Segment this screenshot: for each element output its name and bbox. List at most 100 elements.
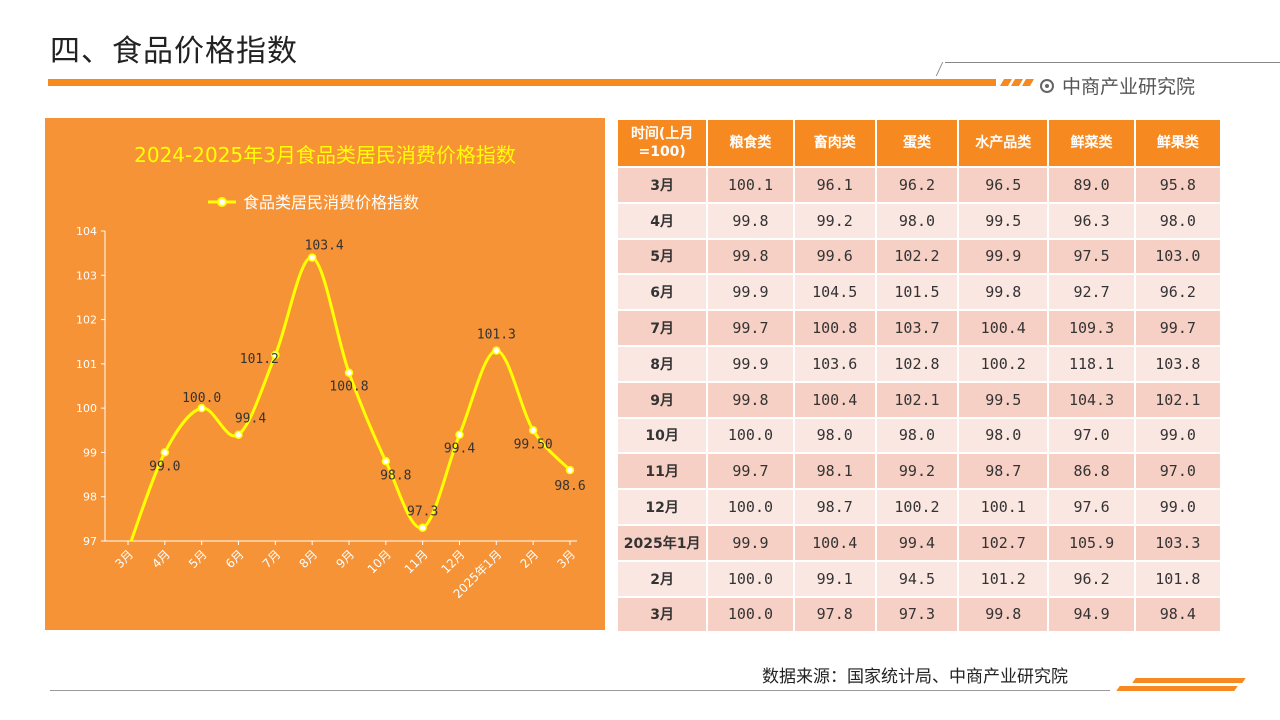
table-cell: 100.0	[708, 561, 793, 596]
series-point	[160, 448, 170, 457]
x-tick-label: 8月	[297, 547, 321, 571]
table-row-label: 10月	[618, 418, 707, 453]
table-cell: 96.3	[1049, 203, 1134, 238]
table-cell: 99.0	[1135, 418, 1220, 453]
x-tick-label: 11月	[402, 547, 431, 576]
series-point	[565, 465, 575, 475]
x-tick-label: 10月	[365, 547, 394, 576]
table-cell: 101.5	[876, 275, 958, 310]
table-cell: 99.7	[708, 454, 793, 489]
x-tick-label: 4月	[149, 547, 173, 571]
table-row-label: 8月	[618, 346, 707, 381]
table-header-0: 时间(上月=100)	[618, 120, 707, 166]
table-cell: 99.6	[794, 239, 875, 274]
series-point	[528, 426, 538, 435]
series-point	[234, 430, 243, 439]
table-cell: 118.1	[1049, 346, 1134, 381]
table-cell: 100.4	[794, 382, 875, 417]
table-row-label: 7月	[618, 311, 707, 345]
data-label: 103.4	[305, 239, 344, 254]
data-label: 99.4	[444, 442, 475, 457]
table-cell: 100.0	[708, 597, 793, 632]
table-cell: 99.7	[1135, 311, 1220, 345]
table-cell: 99.8	[708, 203, 793, 238]
legend-marker	[217, 197, 227, 207]
table-row: 3月 100.0 97.8 97.3 99.8 94.9 98.4	[618, 597, 1220, 632]
table-cell: 98.0	[794, 418, 875, 453]
table-cell: 98.1	[794, 454, 875, 489]
series-point	[455, 430, 464, 439]
table-cell: 98.0	[1135, 203, 1220, 238]
series-point	[307, 253, 317, 262]
table-row-label: 2025年1月	[618, 525, 707, 560]
table-cell: 86.8	[1049, 454, 1134, 489]
table-cell: 102.7	[959, 525, 1048, 560]
table-row: 2025年1月 99.9 100.4 99.4 102.7 105.9 103.3	[618, 525, 1220, 560]
table-row: 6月 99.9 104.5 101.5 99.8 92.7 96.2	[618, 275, 1220, 310]
table-row: 8月 99.9 103.6 102.8 100.2 118.1 103.8	[618, 346, 1220, 381]
data-label: 101.3	[477, 328, 516, 343]
series-point	[418, 523, 427, 532]
table-cell: 99.8	[708, 382, 793, 417]
table-cell: 96.1	[794, 168, 875, 202]
y-tick-label: 103	[76, 269, 97, 282]
table-cell: 99.2	[794, 203, 875, 238]
table-cell: 98.0	[876, 418, 958, 453]
table-cell: 104.5	[794, 275, 875, 310]
table-row: 2月 100.0 99.1 94.5 101.2 96.2 101.8	[618, 561, 1220, 596]
table-cell: 100.2	[959, 346, 1048, 381]
y-tick-label: 104	[76, 225, 97, 238]
table-cell: 92.7	[1049, 275, 1134, 310]
title-underline	[48, 79, 996, 86]
header-divider-line	[945, 62, 1280, 63]
table-cell: 99.9	[708, 525, 793, 560]
table-row: 3月 100.1 96.1 96.2 96.5 89.0 95.8	[618, 168, 1220, 202]
table-cell: 103.7	[876, 311, 958, 345]
header-divider-slant	[935, 62, 944, 76]
table-cell: 98.0	[959, 418, 1048, 453]
table-cell: 100.4	[959, 311, 1048, 345]
series-point	[271, 350, 280, 360]
data-label: 98.8	[380, 468, 411, 483]
chart-title: 2024-2025年3月食品类居民消费价格指数	[134, 143, 516, 167]
series-point	[344, 368, 354, 377]
data-label: 98.6	[554, 479, 585, 494]
price-index-table: 时间(上月=100) 粮食类 畜肉类 蛋类 水产品类 鲜菜类 鲜果类 3月 100.1 96.1…	[616, 118, 1222, 633]
table-cell: 109.3	[1049, 311, 1134, 345]
y-tick-label: 100	[76, 402, 97, 415]
data-source: 数据来源：国家统计局、中商产业研究院	[762, 667, 1068, 687]
table-header-3: 蛋类	[876, 120, 958, 166]
table-cell: 96.2	[876, 168, 958, 202]
table-row: 10月 100.0 98.0 98.0 98.0 97.0 99.0	[618, 418, 1220, 453]
table-cell: 97.5	[1049, 239, 1134, 274]
x-tick-label: 3月	[112, 547, 136, 571]
table-cell: 99.8	[708, 239, 793, 274]
series-point	[381, 457, 391, 466]
table-cell: 99.4	[876, 525, 958, 560]
legend-label: 食品类居民消费价格指数	[243, 193, 419, 212]
x-tick-label: 6月	[223, 547, 247, 571]
table-cell: 102.1	[1135, 382, 1220, 417]
table-cell: 102.2	[876, 239, 958, 274]
table-cell: 99.5	[959, 382, 1048, 417]
table-cell: 97.0	[1135, 454, 1220, 489]
table-header-4: 水产品类	[959, 120, 1048, 166]
table-row: 12月 100.0 98.7 100.2 100.1 97.6 99.0	[618, 490, 1220, 524]
table-cell: 94.9	[1049, 597, 1134, 632]
chart-panel: 2024-2025年3月食品类居民消费价格指数 食品类居民消费价格指数 97 98 99…	[45, 118, 605, 630]
table-cell: 100.2	[876, 490, 958, 524]
data-label: 101.2	[240, 352, 279, 367]
table-row: 7月 99.7 100.8 103.7 100.4 109.3 99.7	[618, 311, 1220, 345]
table-cell: 100.0	[708, 418, 793, 453]
table-cell: 99.8	[959, 597, 1048, 632]
page-title: 四、食品价格指数	[50, 34, 298, 69]
table-cell: 97.8	[794, 597, 875, 632]
table-cell: 98.4	[1135, 597, 1220, 632]
table-cell: 101.8	[1135, 561, 1220, 596]
table-row-label: 3月	[618, 597, 707, 632]
table-cell: 99.2	[876, 454, 958, 489]
y-tick-label: 97	[83, 535, 97, 548]
table-row: 9月 99.8 100.4 102.1 99.5 104.3 102.1	[618, 382, 1220, 417]
y-tick-label: 101	[76, 358, 97, 371]
